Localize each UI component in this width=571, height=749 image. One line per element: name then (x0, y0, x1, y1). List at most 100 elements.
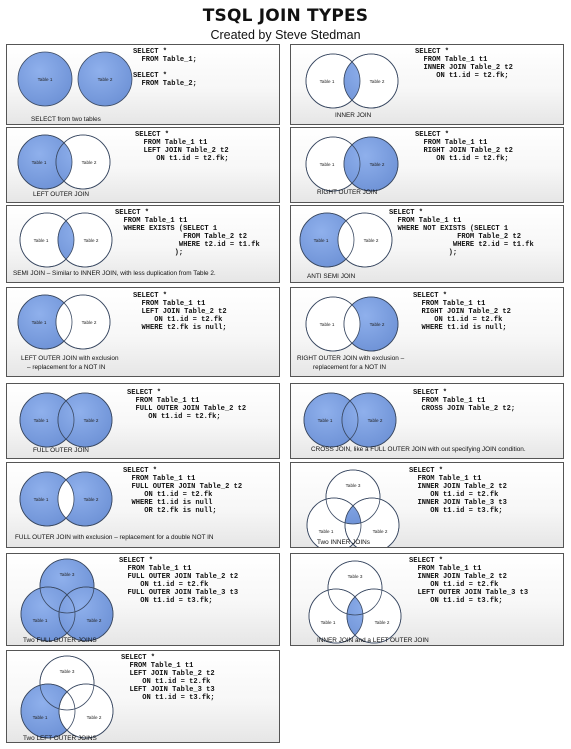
table-1-label: Table 1 (38, 77, 53, 82)
table-2-label: Table 2 (370, 322, 385, 327)
join-card-anti-semi-join: Table 1 Table 2 SELECT * FROM Table_1 t1 W… (290, 205, 564, 283)
table-2-circle (77, 51, 133, 107)
join-card-left-outer-join-exclusion: Table 1 Table 2 SELECT * FROM Table_1 t1 L… (6, 287, 280, 377)
join-caption: RIGHT OUTER JOIN with exclusion – (297, 355, 405, 362)
join-caption: FULL OUTER JOIN with exclusion – replace… (15, 534, 214, 541)
sql-code: SELECT * FROM Table_1 t1 LEFT JOIN Table… (121, 654, 215, 702)
table-2-label: Table 2 (370, 162, 385, 167)
table-1-label: Table 1 (320, 162, 335, 167)
join-card-full-outer-join: Table 1 Table 2 SELECT * FROM Table_1 t1 F… (6, 383, 280, 459)
join-card-cross-join: Table 1 Table 2 SELECT * FROM Table_1 t1 C… (290, 383, 564, 459)
table-3-label: Table 3 (60, 572, 75, 577)
venn-diagram-left-outer-join-exclusion: Table 1 Table 2 (17, 294, 111, 350)
venn-diagram: Table 1 Table 2 (299, 212, 393, 268)
join-caption: LEFT OUTER JOIN (33, 191, 89, 198)
table-1-label: Table 1 (33, 618, 48, 623)
join-caption: SEMI JOIN – Similar to INNER JOIN, with … (13, 270, 216, 277)
table-1-label: Table 1 (321, 620, 336, 625)
sql-code: SELECT * FROM Table_1 t1 RIGHT JOIN Tabl… (415, 131, 513, 163)
join-caption: INNER JOIN and a LEFT OUTER JOIN (317, 637, 429, 644)
table-2-label: Table 2 (98, 77, 113, 82)
join-card-semi-join: Table 1 Table 2 SELECT * FROM Table_1 t1 W… (6, 205, 280, 283)
join-card-right-outer-join-exclusion: Table 1 Table 2 SELECT * FROM Table_1 t1 R… (290, 287, 564, 377)
table-1-label: Table 1 (314, 238, 329, 243)
venn-diagram: Table 3 Table 1 Table 2 (20, 558, 114, 642)
table-2-label: Table 2 (87, 715, 102, 720)
join-card-select-two-tables: Table 1 Table 2 SELECT * FROM Table_1; SEL… (6, 44, 280, 125)
venn-diagram-select-two-tables: Table 1 Table 2 (17, 51, 133, 107)
venn-diagram-semi-join: Table 1 Table 2 (19, 212, 113, 268)
sql-code: SELECT * FROM Table_1 t1 FULL OUTER JOIN… (123, 467, 243, 515)
join-card-left-outer-join: Table 1 Table 2 SELECT * FROM Table_1 t1 L… (6, 127, 280, 203)
venn-diagram-full-outer-join-exclusion: Table 1 Table 2 (19, 471, 113, 527)
join-caption: Two INNER JOINs (317, 539, 370, 546)
join-card-inner-join-and-left-outer-join: Table 3 Table 1 Table 2 SELECT * FROM Table… (290, 553, 564, 646)
venn-diagram: Table 1 Table 2 (19, 471, 113, 527)
venn-diagram-inner-join: Table 1 Table 2 (305, 53, 399, 109)
venn-diagram: Table 1 Table 2 (305, 296, 399, 352)
table-2-label: Table 2 (84, 418, 99, 423)
table-2-label: Table 2 (87, 618, 102, 623)
sql-code: SELECT * FROM Table_1 t1 CROSS JOIN Tabl… (413, 389, 516, 413)
table-2-label: Table 2 (82, 160, 97, 165)
table-1-label: Table 1 (34, 238, 49, 243)
venn-diagram: Table 1 Table 2 (305, 136, 399, 192)
sql-code: SELECT * FROM Table_1 t1 LEFT JOIN Table… (133, 292, 227, 332)
sql-code: SELECT * FROM Table_1; SELECT * FROM Tab… (133, 48, 197, 88)
table-3-label: Table 3 (60, 669, 75, 674)
venn-diagram-two-left-outer-joins: Table 3 Table 1 Table 2 (20, 655, 114, 739)
venn-diagram: Table 1 Table 2 (303, 392, 397, 448)
join-caption: CROSS JOIN, like a FULL OUTER JOIN with … (311, 446, 526, 453)
venn-diagram: Table 3 Table 1 Table 2 (20, 655, 114, 739)
table-1-label: Table 1 (318, 418, 333, 423)
join-caption: FULL OUTER JOIN (33, 447, 89, 454)
venn-diagram-right-outer-join: Table 1 Table 2 (305, 136, 399, 192)
table-2-label: Table 2 (373, 529, 388, 534)
venn-diagram-cross-join: Table 1 Table 2 (303, 392, 397, 448)
table-1-label: Table 1 (320, 79, 335, 84)
sql-code: SELECT * FROM Table_1 t1 INNER JOIN Tabl… (409, 467, 507, 515)
join-card-right-outer-join: Table 1 Table 2 SELECT * FROM Table_1 t1 R… (290, 127, 564, 203)
table-1-label: Table 1 (319, 529, 334, 534)
table-1-label: Table 1 (32, 320, 47, 325)
table-2-label: Table 2 (370, 79, 385, 84)
venn-diagram: Table 1 Table 2 (17, 51, 133, 107)
join-caption: – replacement for a NOT IN (27, 364, 106, 371)
sql-code: SELECT * FROM Table_1 t1 INNER JOIN Tabl… (409, 557, 529, 605)
venn-diagram-inner-join-and-left-outer-join: Table 3 Table 1 Table 2 (308, 560, 402, 644)
page-subtitle: Created by Steve Stedman (210, 28, 361, 42)
venn-diagram-two-inner-joins: Table 3 Table 1 Table 2 (306, 469, 400, 547)
table-2-label: Table 2 (368, 418, 383, 423)
table-3-label: Table 3 (348, 574, 363, 579)
page-title: TSQL JOIN TYPES (202, 6, 369, 26)
join-caption: Two FULL OUTER JOINS (23, 637, 97, 644)
venn-diagram-full-outer-join: Table 1 Table 2 (19, 392, 113, 448)
join-card-two-inner-joins: Table 3 Table 1 Table 2 SELECT * FROM Table… (290, 462, 564, 548)
venn-diagram-anti-semi-join: Table 1 Table 2 (299, 212, 393, 268)
table-3-label: Table 3 (346, 483, 361, 488)
join-caption: Two LEFT OUTER JOINS (23, 735, 97, 742)
venn-diagram-two-full-outer-joins: Table 3 Table 1 Table 2 (20, 558, 114, 642)
sql-code: SELECT * FROM Table_1 t1 LEFT JOIN Table… (135, 131, 229, 163)
join-card-full-outer-join-exclusion: Table 1 Table 2 SELECT * FROM Table_1 t1 F… (6, 462, 280, 548)
venn-diagram: Table 1 Table 2 (19, 392, 113, 448)
join-caption: ANTI SEMI JOIN (307, 273, 356, 280)
venn-diagram: Table 1 Table 2 (17, 294, 111, 350)
venn-diagram: Table 1 Table 2 (19, 212, 113, 268)
join-card-two-full-outer-joins: Table 3 Table 1 Table 2 SELECT * FROM Table… (6, 553, 280, 646)
venn-diagram-left-outer-join: Table 1 Table 2 (17, 134, 111, 190)
sql-code: SELECT * FROM Table_1 t1 WHERE NOT EXIST… (389, 209, 534, 257)
join-caption: RIGHT OUTER JOIN (317, 189, 378, 196)
venn-diagram: Table 3 Table 1 Table 2 (308, 560, 402, 644)
join-caption: INNER JOIN (335, 112, 372, 119)
venn-diagram-right-outer-join-exclusion: Table 1 Table 2 (305, 296, 399, 352)
sql-code: SELECT * FROM Table_1 t1 FULL OUTER JOIN… (119, 557, 239, 605)
table-2-label: Table 2 (84, 497, 99, 502)
table-1-label: Table 1 (34, 497, 49, 502)
sql-code: SELECT * FROM Table_1 t1 RIGHT JOIN Tabl… (413, 292, 511, 332)
join-caption: replacement for a NOT IN (313, 364, 387, 371)
sql-code: SELECT * FROM Table_1 t1 WHERE EXISTS (S… (115, 209, 260, 257)
venn-diagram: Table 1 Table 2 (305, 53, 399, 109)
join-card-inner-join: Table 1 Table 2 SELECT * FROM Table_1 t1 I… (290, 44, 564, 125)
join-caption: LEFT OUTER JOIN with exclusion (21, 355, 119, 362)
